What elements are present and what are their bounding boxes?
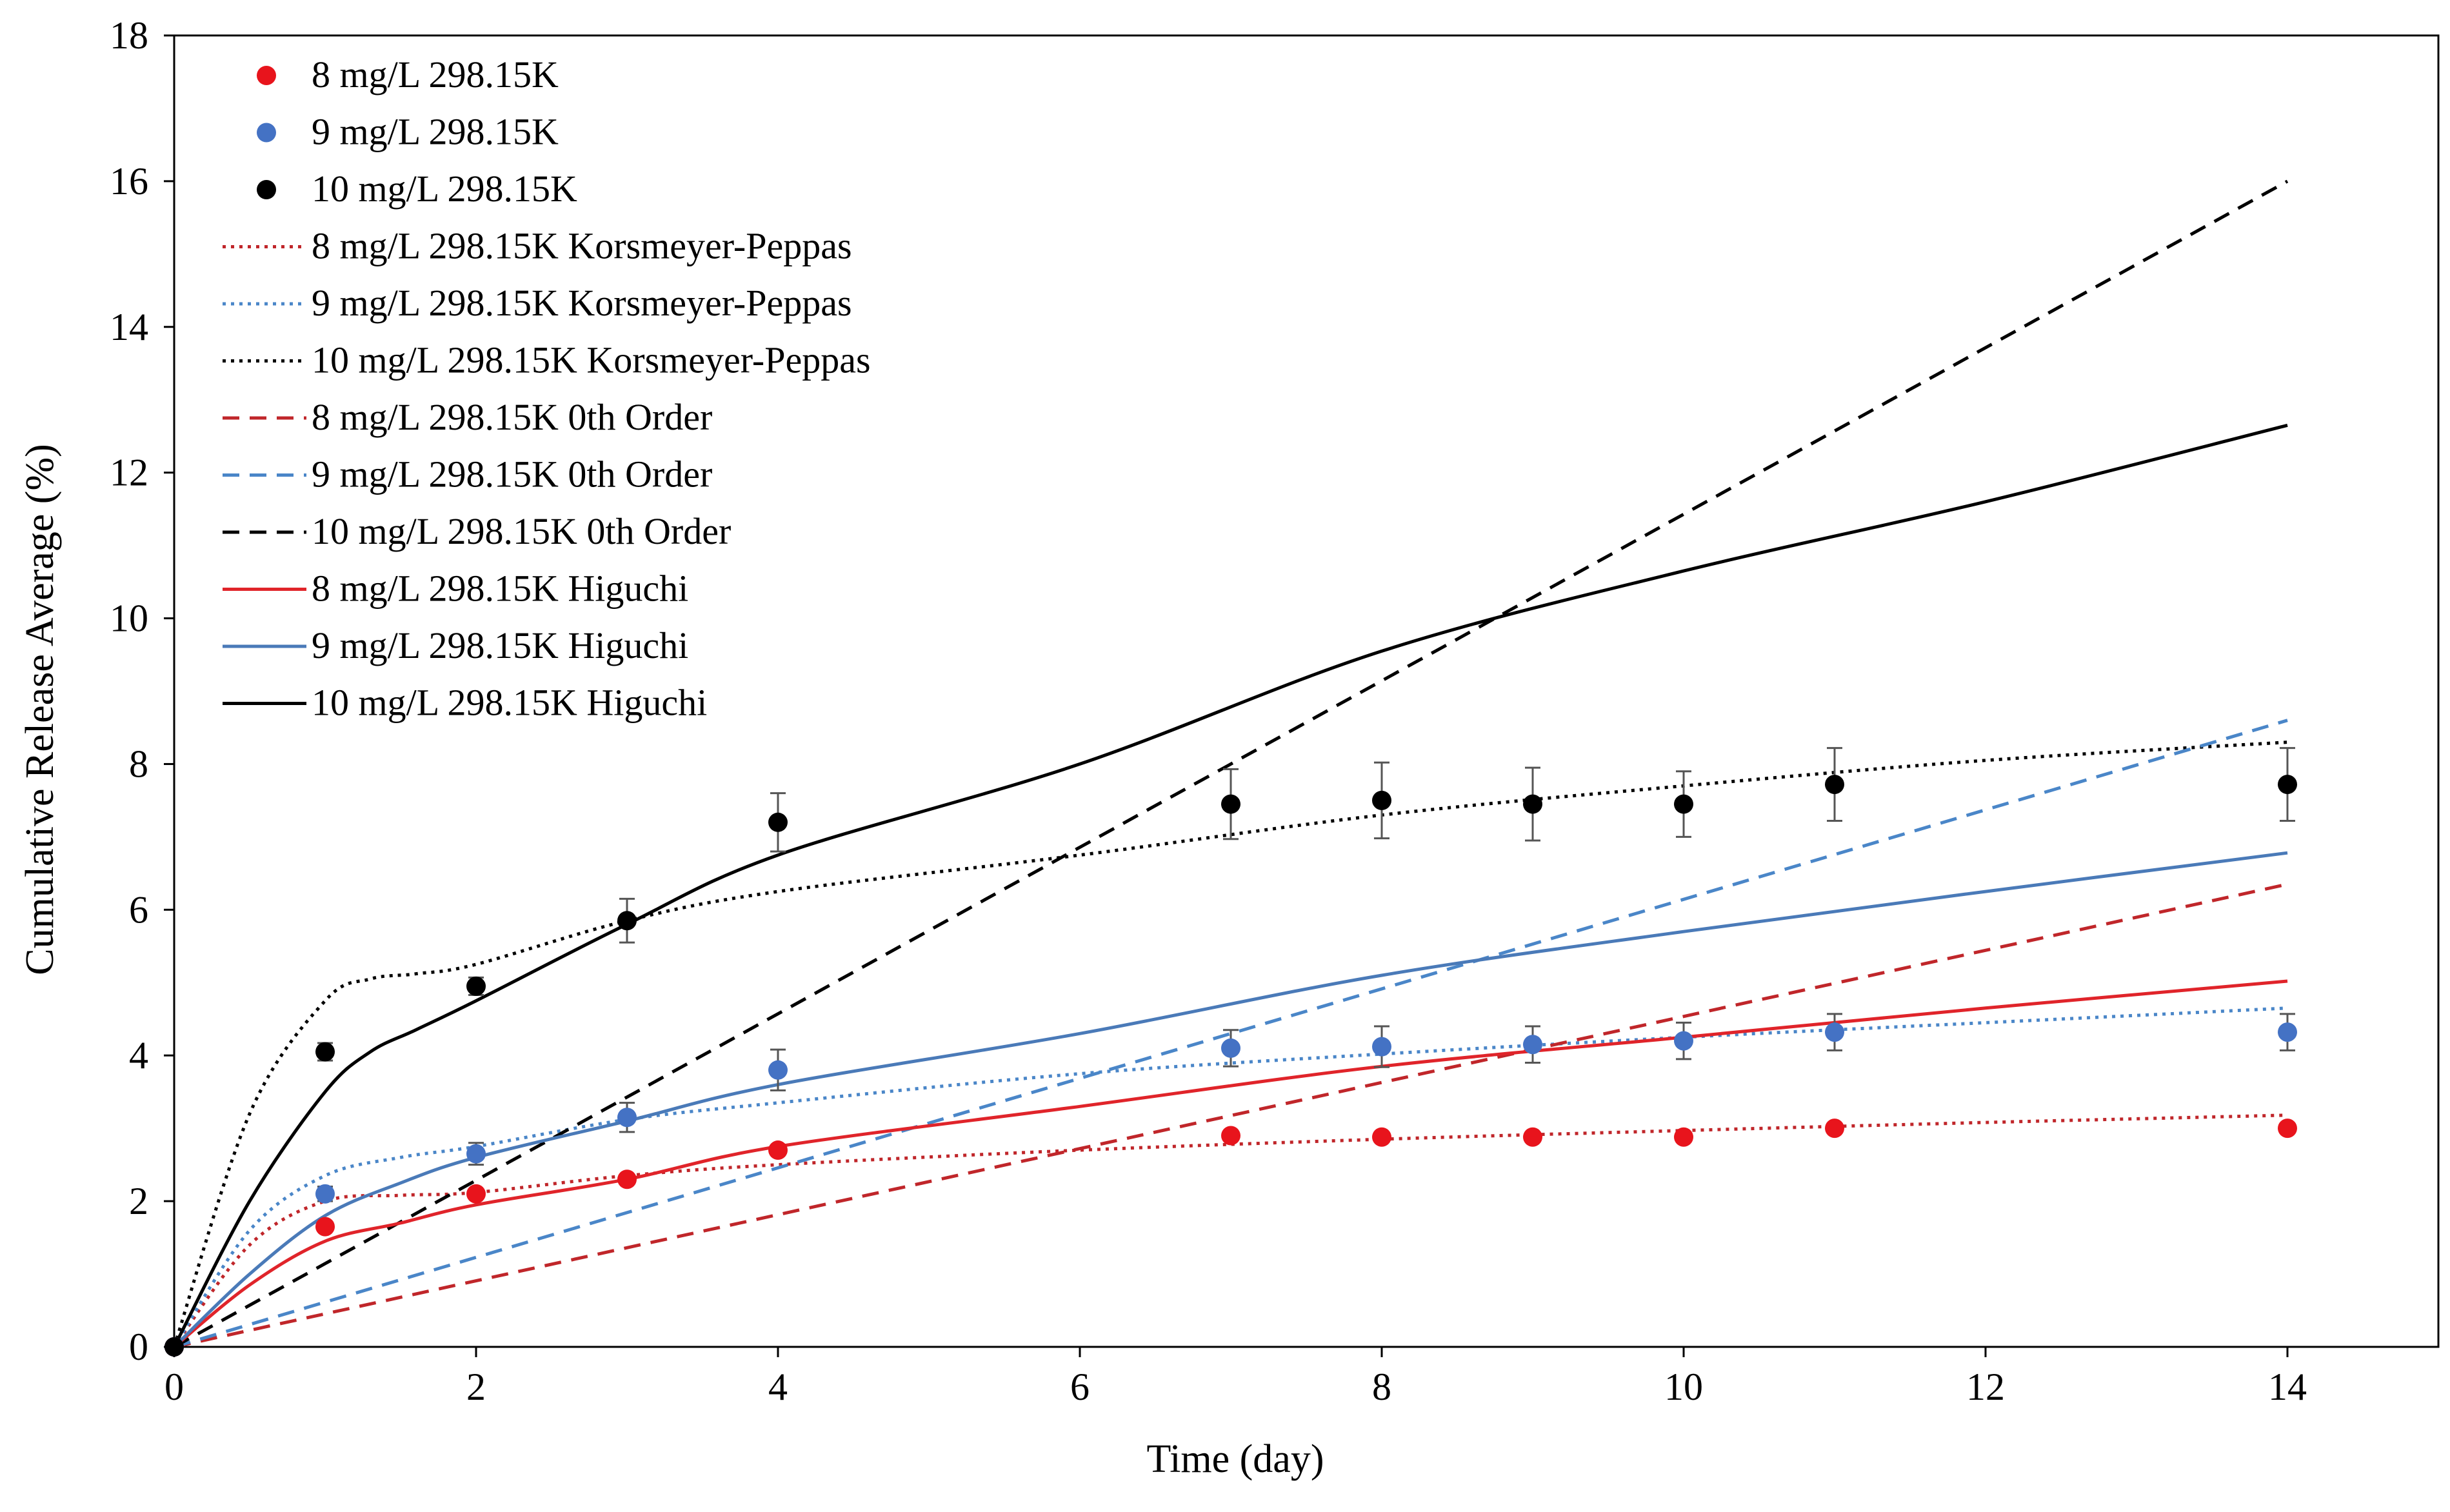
y-tick-label: 8 [129, 742, 148, 785]
x-tick-label: 0 [164, 1366, 184, 1408]
y-tick-label: 2 [129, 1180, 148, 1222]
point-9-mg-l-298-15k [1674, 1031, 1693, 1051]
legend-marker-9-mg-l-298-15k [257, 123, 276, 143]
line-10-mg-l-298-15k-0th-order [173, 179, 2289, 1349]
legend-label: 8 mg/L 298.15K Higuchi [312, 568, 688, 610]
point-10-mg-l-298-15k [1825, 775, 1844, 795]
line-9-mg-l-298-15k-0th-order [174, 719, 2288, 1349]
point-8-mg-l-298-15k [1221, 1126, 1240, 1146]
legend: 8 mg/L 298.15K 9 mg/L 298.15K 10 mg/L 298.… [223, 54, 871, 724]
x-axis-label: Time (day) [1147, 1437, 1324, 1481]
y-tick-label: 18 [110, 14, 148, 57]
legend-label: 8 mg/L 298.15K Korsmeyer-Peppas [312, 225, 852, 267]
x-tick-label: 4 [768, 1366, 788, 1408]
x-tick-label: 12 [1966, 1366, 2005, 1408]
y-tick-label: 16 [110, 160, 148, 203]
point-8-mg-l-298-15k [315, 1217, 335, 1237]
data-points [164, 747, 2297, 1357]
point-8-mg-l-298-15k [1825, 1119, 1844, 1139]
point-9-mg-l-298-15k [768, 1060, 788, 1080]
y-tick-label: 0 [129, 1326, 148, 1368]
point-8-mg-l-298-15k [768, 1140, 788, 1160]
legend-marker-10-mg-l-298-15k [257, 180, 276, 199]
legend-label: 9 mg/L 298.15K Higuchi [312, 624, 688, 666]
x-tick-label: 14 [2268, 1366, 2307, 1408]
plot-area-border [173, 34, 2440, 1348]
point-10-mg-l-298-15k [617, 911, 637, 931]
point-10-mg-l-298-15k [315, 1042, 335, 1062]
point-10-mg-l-298-15k [1674, 794, 1693, 814]
x-tick-label: 8 [1372, 1366, 1391, 1408]
point-10-mg-l-298-15k [466, 976, 486, 996]
point-10-mg-l-298-15k [164, 1337, 184, 1357]
point-9-mg-l-298-15k [1221, 1038, 1240, 1058]
legend-label: 8 mg/L 298.15K 0th Order [312, 396, 712, 438]
point-9-mg-l-298-15k [1523, 1035, 1542, 1055]
point-9-mg-l-298-15k [1372, 1037, 1391, 1057]
x-tick-label: 10 [1664, 1366, 1703, 1408]
legend-marker-8-mg-l-298-15k [257, 66, 276, 85]
legend-label: 8 mg/L 298.15K [312, 54, 559, 95]
x-tick-label: 2 [466, 1366, 486, 1408]
x-tick-label: 6 [1070, 1366, 1090, 1408]
y-tick-label: 12 [110, 452, 148, 494]
line-10-mg-l-298-15k-korsmeyer-peppas [172, 741, 2288, 1348]
point-9-mg-l-298-15k [315, 1184, 335, 1204]
point-8-mg-l-298-15k [466, 1184, 486, 1204]
point-10-mg-l-298-15k [1372, 790, 1391, 810]
point-9-mg-l-298-15k [2278, 1022, 2297, 1042]
point-9-mg-l-298-15k [466, 1144, 486, 1164]
legend-label: 10 mg/L 298.15K [312, 168, 577, 210]
line-8-mg-l-298-15k-higuchi [173, 979, 2288, 1348]
point-8-mg-l-298-15k [1523, 1127, 1542, 1147]
point-10-mg-l-298-15k [1221, 794, 1240, 814]
axes: 0 2 4 6 8 10 12 14 0 2 4 6 8 10 12 14 16 18 [110, 14, 2440, 1408]
legend-label: 10 mg/L 298.15K 0th Order [312, 510, 731, 552]
point-9-mg-l-298-15k [617, 1108, 637, 1128]
legend-label: 9 mg/L 298.15K 0th Order [312, 453, 712, 495]
point-10-mg-l-298-15k [2278, 775, 2297, 795]
point-8-mg-l-298-15k [617, 1169, 637, 1189]
point-10-mg-l-298-15k [1523, 794, 1542, 814]
point-9-mg-l-298-15k [1825, 1022, 1844, 1042]
y-tick-label: 14 [110, 306, 148, 348]
y-tick-label: 10 [110, 597, 148, 640]
line-9-mg-l-298-15k-higuchi [173, 851, 2288, 1348]
point-8-mg-l-298-15k [2278, 1119, 2297, 1139]
legend-label: 9 mg/L 298.15K Korsmeyer-Peppas [312, 282, 852, 324]
point-10-mg-l-298-15k [768, 812, 788, 832]
point-8-mg-l-298-15k [1372, 1127, 1391, 1147]
line-8-mg-l-298-15k-0th-order [174, 882, 2288, 1349]
point-8-mg-l-298-15k [1674, 1127, 1693, 1147]
y-tick-label: 6 [129, 888, 148, 931]
legend-label: 10 mg/L 298.15K Korsmeyer-Peppas [312, 339, 871, 381]
y-axis-label: Cumulative Release Average (%) [18, 444, 62, 975]
y-tick-label: 4 [129, 1034, 148, 1077]
line-10-mg-l-298-15k-higuchi [172, 423, 2288, 1348]
legend-label: 10 mg/L 298.15K Higuchi [312, 682, 707, 724]
legend-label: 9 mg/L 298.15K [312, 111, 559, 153]
